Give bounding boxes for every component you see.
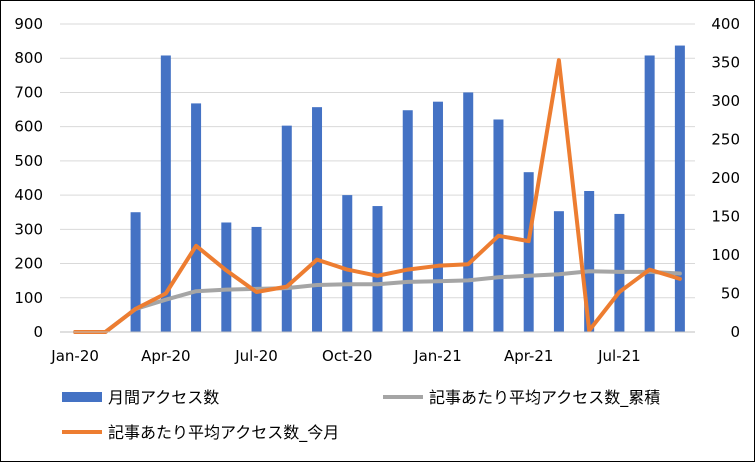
bar (221, 222, 232, 332)
y-left-tick-label: 300 (14, 220, 43, 238)
bar (281, 125, 292, 332)
bar (463, 92, 474, 332)
y-left-tick-label: 800 (14, 49, 43, 67)
line-series-group (73, 58, 682, 334)
bar (493, 119, 504, 332)
bar (523, 172, 534, 332)
y-right-tick-label: 400 (711, 15, 740, 33)
legend-swatch (62, 392, 102, 402)
y-right-tick-label: 50 (721, 285, 740, 303)
y-left-tick-label: 0 (33, 323, 43, 341)
y-right-tick-label: 300 (711, 92, 740, 110)
x-tick-label: Apr-20 (141, 347, 191, 365)
bar (130, 212, 141, 332)
bar (553, 211, 564, 332)
y-right-tick-label: 150 (711, 208, 740, 226)
bar (432, 101, 443, 332)
bar (342, 195, 353, 332)
y-right-tick-label: 100 (711, 246, 740, 264)
bar (372, 206, 383, 332)
y-right-tick-label: 0 (730, 323, 740, 341)
x-tick-label: Jan-21 (413, 347, 462, 365)
bar (312, 107, 323, 332)
y-right-tick-label: 250 (711, 131, 740, 149)
y-left-tick-label: 900 (14, 15, 43, 33)
x-tick-label: Jul-21 (597, 347, 641, 365)
y-right-tick-label: 350 (711, 54, 740, 72)
x-tick-label: Jul-20 (234, 347, 278, 365)
x-tick-label: Oct-20 (322, 347, 372, 365)
bar (251, 226, 262, 332)
bar (191, 103, 202, 332)
y-left-tick-label: 700 (14, 83, 43, 101)
series-line (73, 58, 682, 334)
legend-label: 記事あたり平均アクセス数_今月 (108, 423, 339, 443)
legend-label: 記事あたり平均アクセス数_累積 (429, 388, 660, 408)
y-left-tick-label: 400 (14, 186, 43, 204)
y-left-tick-label: 100 (14, 289, 43, 307)
bar (644, 55, 655, 333)
axes: 0 100 200 300 400 500 600 700 800 900 0 50 100 150 200… (14, 15, 740, 365)
y-left-tick-label: 200 (14, 255, 43, 273)
legend-label: 月間アクセス数 (108, 388, 219, 407)
y-right-tick-label: 200 (711, 169, 740, 187)
bar (674, 45, 685, 333)
bar (402, 110, 413, 333)
x-tick-label: Apr-21 (504, 347, 554, 365)
x-tick-label: Jan-20 (50, 347, 99, 365)
y-left-tick-label: 600 (14, 118, 43, 136)
bar-series-group (130, 45, 685, 333)
bar (584, 191, 595, 332)
series-line (73, 269, 682, 334)
bar (160, 55, 171, 333)
y-left-tick-label: 500 (14, 152, 43, 170)
